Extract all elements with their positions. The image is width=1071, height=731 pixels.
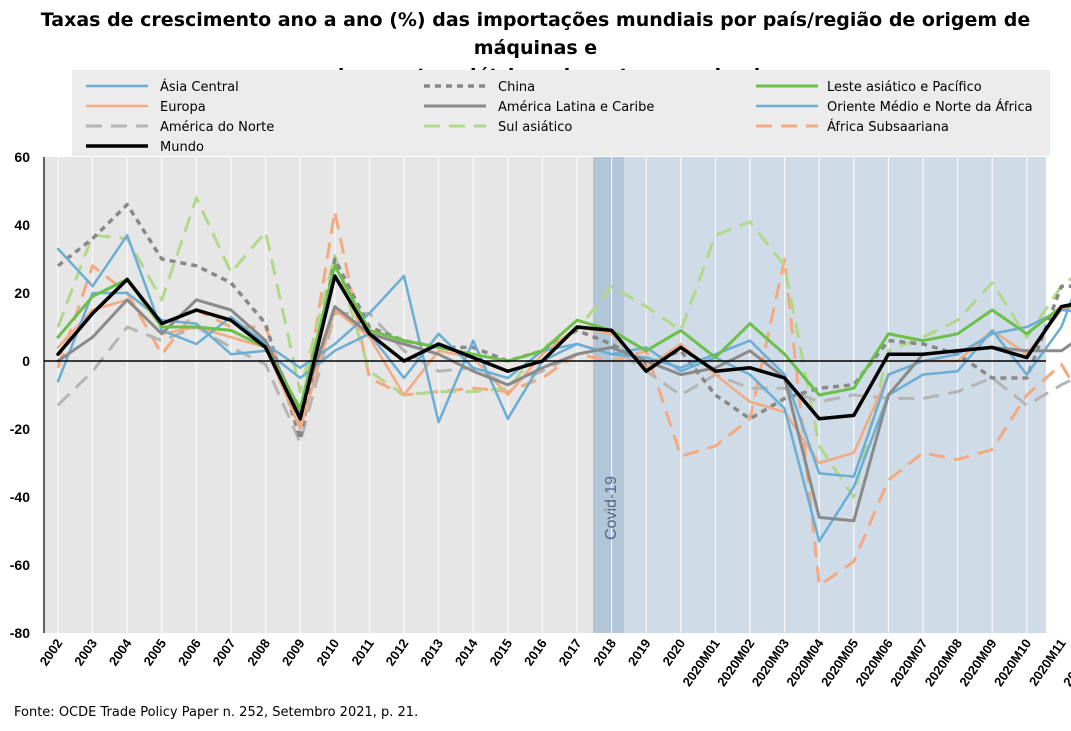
y-tick-label: -60: [10, 557, 30, 573]
x-tick-label: 2011: [348, 636, 376, 668]
covid-19-band: [593, 157, 624, 633]
chart-title-line-1: Taxas de crescimento ano a ano (%) das i…: [40, 9, 1031, 59]
x-tick-label: 2018: [590, 636, 619, 668]
y-tick-label: -20: [10, 421, 30, 437]
x-axis-ticks: 2002 2003 2004 2005 2006 2007 2008 2009 2010 2011…: [37, 635, 1071, 689]
y-tick-label: 40: [14, 217, 30, 233]
legend-label-europa: Europa: [160, 100, 206, 115]
x-tick-label: 2007: [210, 636, 239, 668]
covid-19-annotation: Covid-19: [603, 476, 620, 540]
y-tick-label: 60: [14, 149, 30, 165]
series-line-asia-central: [56, 233, 1071, 543]
legend: Ásia Central Europa América do Norte Mundo C…: [86, 79, 1033, 155]
x-tick-label: 2010: [313, 636, 342, 668]
y-tick-label: 0: [22, 353, 30, 369]
x-tick-label: 2005: [140, 636, 169, 668]
x-tick-label: 2016: [521, 636, 550, 668]
series-line-china: [56, 202, 1071, 441]
x-tick-label: 2009: [279, 636, 308, 668]
x-tick-label: 2019: [625, 636, 654, 668]
x-tick-label: 2008: [244, 636, 273, 668]
legend-label-america-latina-e-caribe: América Latina e Caribe: [498, 100, 654, 115]
x-tick-label: 2012: [383, 636, 412, 668]
legend-label-leste-asiatico-e-pacifico: Leste asiático e Pacífico: [827, 80, 982, 95]
series-line-mundo: [56, 274, 1071, 421]
x-tick-label: 2015: [486, 636, 515, 668]
x-tick-label: 2002: [37, 636, 66, 668]
legend-label-sul-asiatico: Sul asiático: [498, 120, 572, 135]
x-tick-label: 2003: [71, 636, 100, 668]
y-tick-label: -80: [10, 625, 30, 641]
line-chart: -80 -60 -40 -20 0 20 40 60 2002 2003 2004 2005 2006…: [10, 70, 1071, 689]
x-tick-label: 2013: [417, 636, 446, 668]
legend-label-america-do-norte: América do Norte: [160, 120, 274, 135]
legend-background: [72, 70, 1050, 156]
y-axis-ticks: -80 -60 -40 -20 0 20 40 60: [10, 149, 30, 641]
legend-label-asia-central: Ásia Central: [160, 79, 239, 95]
y-tick-label: -40: [10, 489, 30, 505]
series-line-leste-asiatico-e-pacifico: [56, 264, 1071, 411]
x-tick-label: 2017: [556, 636, 585, 668]
legend-label-mundo: Mundo: [160, 140, 204, 155]
legend-label-oriente-medio-e-norte-da-africa: Oriente Médio e Norte da África: [827, 99, 1033, 115]
legend-label-africa-subsaariana: África Subsaariana: [827, 119, 949, 135]
source-note: Fonte: OCDE Trade Policy Paper n. 252, S…: [14, 705, 419, 720]
x-tick-label: 2006: [175, 636, 204, 668]
x-tick-label: 2020: [659, 636, 688, 668]
x-tick-label: 2004: [106, 635, 135, 668]
legend-label-china: China: [498, 80, 535, 95]
y-tick-label: 20: [14, 285, 30, 301]
x-tick-label: 2014: [452, 635, 481, 668]
